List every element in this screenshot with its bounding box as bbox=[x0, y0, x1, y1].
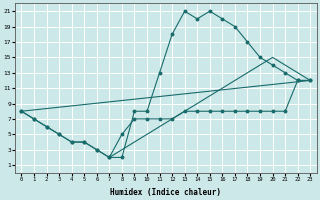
X-axis label: Humidex (Indice chaleur): Humidex (Indice chaleur) bbox=[110, 188, 221, 197]
